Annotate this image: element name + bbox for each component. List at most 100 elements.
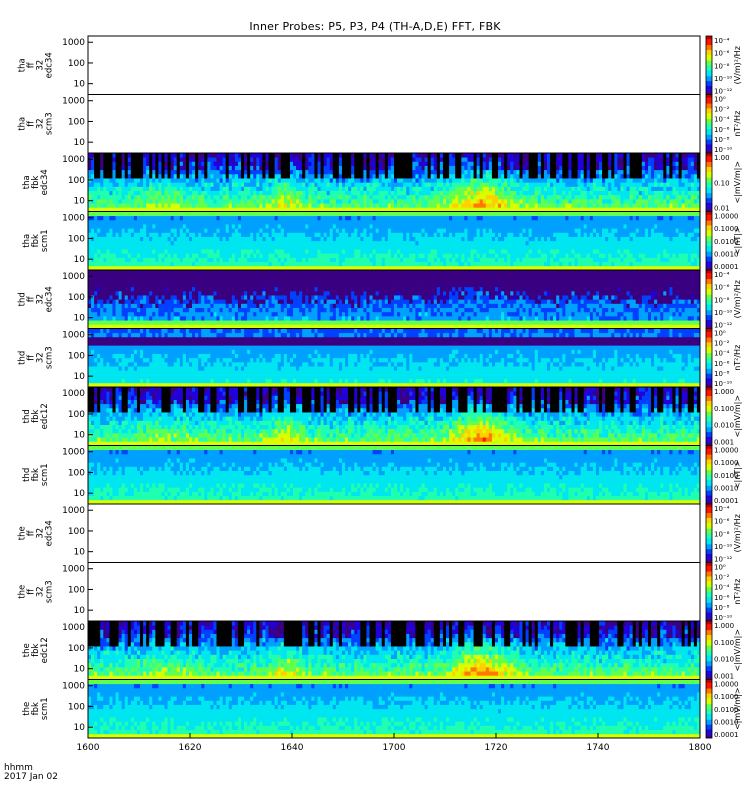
spectrogram-cell: [152, 186, 155, 191]
spectrogram-cell: [226, 191, 229, 196]
spectrogram-cell: [339, 199, 342, 204]
spectrogram-cell: [177, 195, 180, 200]
spectrogram-cell: [498, 182, 501, 187]
spectrogram-cell: [388, 166, 391, 171]
spectrogram-cell: [232, 216, 235, 221]
spectrogram-cell: [400, 237, 403, 242]
spectrogram-cell: [397, 203, 400, 208]
spectrogram-cell: [198, 174, 201, 179]
spectrogram-cell: [348, 199, 351, 204]
spectrogram-cell: [88, 232, 91, 237]
spectrogram-cell: [446, 224, 449, 229]
spectrogram-cell: [327, 224, 330, 229]
spectrogram-cell: [385, 203, 388, 208]
spectrogram-cell: [302, 245, 305, 250]
spectrogram-cell: [489, 249, 492, 254]
spectrogram-cell: [486, 241, 489, 246]
spectrogram-cell: [318, 153, 321, 158]
spectrogram-cell: [351, 191, 354, 196]
spectrogram-cell: [250, 237, 253, 242]
spectrogram-cell: [100, 232, 103, 237]
spectrogram-cell: [174, 249, 177, 254]
spectrogram-cell: [217, 161, 220, 166]
spectrogram-cell: [262, 257, 265, 262]
spectrogram-cell: [666, 153, 669, 158]
spectrogram-cell: [284, 245, 287, 250]
spectrogram-cell: [109, 249, 112, 254]
spectrogram-cell: [296, 153, 299, 158]
spectrogram-cell: [311, 249, 314, 254]
spectrogram-cell: [195, 186, 198, 191]
spectrogram-cell: [526, 170, 529, 175]
spectrogram-cell: [437, 241, 440, 246]
spectrogram-cell: [278, 212, 281, 217]
spectrogram-cell: [174, 157, 177, 162]
spectrogram-cell: [140, 195, 143, 200]
spectrogram-cell: [293, 157, 296, 162]
spectrogram-cell: [168, 157, 171, 162]
spectrogram-cell: [373, 241, 376, 246]
spectrogram-cell: [97, 224, 100, 229]
spectrogram-cell: [455, 166, 458, 171]
spectrogram-cell: [348, 232, 351, 237]
spectrogram-cell: [412, 174, 415, 179]
spectrogram-cell: [155, 216, 158, 221]
spectrogram-cell: [645, 170, 648, 175]
spectrogram-cell: [195, 216, 198, 221]
spectrogram-cell: [174, 182, 177, 187]
spectrogram-cell: [513, 224, 516, 229]
spectrogram-cell: [501, 262, 504, 267]
spectrogram-cell: [140, 203, 143, 208]
spectrogram-cell: [519, 161, 522, 166]
spectrogram-cell: [366, 241, 369, 246]
spectrogram-cell: [425, 253, 428, 258]
spectrogram-cell: [168, 249, 171, 254]
spectrogram-cell: [247, 257, 250, 262]
spectrogram-cell: [373, 178, 376, 183]
spectrogram-cell: [480, 203, 483, 208]
spectrogram-cell: [596, 186, 599, 191]
spectrogram-cell: [247, 157, 250, 162]
spectrogram-cell: [501, 153, 504, 158]
spectrogram-cell: [109, 245, 112, 250]
spectrogram-cell: [134, 232, 137, 237]
spectrogram-cell: [562, 178, 565, 183]
spectrogram-cell: [137, 186, 140, 191]
spectrogram-cell: [382, 216, 385, 221]
spectrogram-cell: [403, 186, 406, 191]
spectrogram-cell: [452, 166, 455, 171]
spectrogram-cell: [639, 153, 642, 158]
spectrogram-cell: [140, 237, 143, 242]
spectrogram-cell: [125, 253, 128, 258]
spectrogram-cell: [452, 182, 455, 187]
spectrogram-cell: [657, 170, 660, 175]
spectrogram-cell: [314, 182, 317, 187]
spectrogram-cell: [529, 161, 532, 166]
spectrogram-cell: [657, 174, 660, 179]
spectrogram-cell: [253, 157, 256, 162]
spectrogram-cell: [360, 174, 363, 179]
spectrogram-cell: [186, 161, 189, 166]
spectrogram-cell: [443, 232, 446, 237]
spectrogram-cell: [477, 245, 480, 250]
spectrogram-cell: [455, 157, 458, 162]
spectrogram-cell: [480, 170, 483, 175]
spectrogram-cell: [437, 228, 440, 233]
spectrogram-cell: [217, 195, 220, 200]
spectrogram-cell: [290, 157, 293, 162]
spectrogram-cell: [235, 245, 238, 250]
spectrogram-cell: [654, 182, 657, 187]
spectrogram-cell: [495, 245, 498, 250]
spectrogram-cell: [235, 203, 238, 208]
y-tick-label: 1000: [62, 97, 85, 107]
spectrogram-cell: [244, 174, 247, 179]
spectrogram-cell: [97, 199, 100, 204]
spectrogram-cell: [366, 166, 369, 171]
spectrogram-cell: [308, 157, 311, 162]
spectrogram-cell: [366, 228, 369, 233]
spectrogram-cell: [477, 257, 480, 262]
spectrogram-cell: [431, 253, 434, 258]
spectrogram-cell: [449, 174, 452, 179]
spectrogram-cell: [434, 166, 437, 171]
spectrogram-cell: [513, 153, 516, 158]
